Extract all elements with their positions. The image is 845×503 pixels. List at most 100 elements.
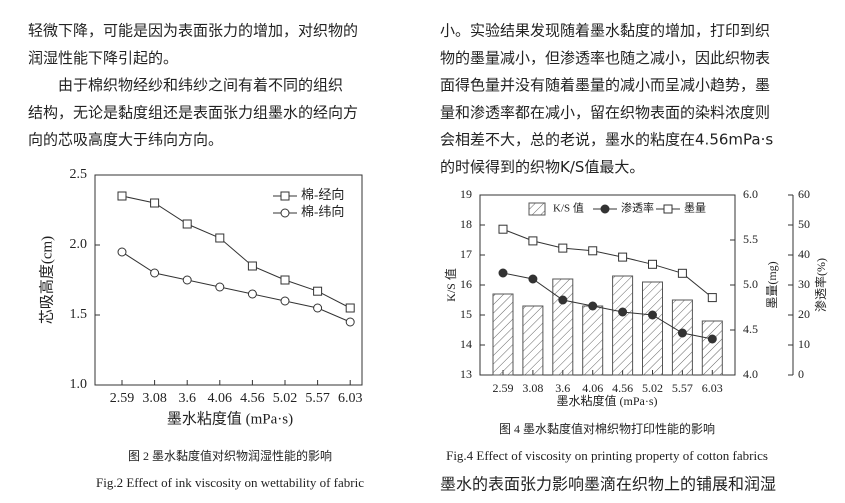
y3-tick-label: 60 bbox=[798, 187, 810, 201]
legend-marker bbox=[280, 191, 290, 201]
bar bbox=[642, 281, 663, 376]
point bbox=[117, 191, 127, 201]
bar bbox=[552, 278, 574, 376]
series-line bbox=[502, 272, 713, 340]
y3-tick-label: 10 bbox=[798, 337, 810, 351]
point bbox=[618, 252, 628, 262]
point bbox=[677, 328, 687, 338]
x-tick-label: 3.6 bbox=[555, 381, 570, 395]
point bbox=[648, 310, 657, 320]
y3-tick-label: 20 bbox=[798, 307, 810, 321]
series-line bbox=[121, 195, 351, 309]
series-line bbox=[502, 228, 713, 298]
x-tick-label: 5.57 bbox=[305, 391, 330, 406]
point bbox=[280, 275, 290, 285]
y2-axis-title: 墨量(mg) bbox=[765, 261, 779, 308]
y2-tick-label: 4.0 bbox=[743, 367, 758, 381]
legend-label: 棉-纬向 bbox=[301, 204, 344, 219]
point bbox=[588, 246, 598, 256]
legend-label: 棉-经向 bbox=[301, 187, 344, 202]
y2-tick-label: 4.5 bbox=[743, 322, 758, 336]
y-axis-title: 芯吸高度(cm) bbox=[38, 236, 55, 324]
y-tick-label: 18 bbox=[460, 217, 472, 231]
y-tick-label: 13 bbox=[460, 367, 472, 381]
body-line: 润湿性能下降引起的。 bbox=[28, 49, 178, 67]
body-line: 的时候得到的织物K/S值最大。 bbox=[440, 158, 644, 176]
x-tick-label: 3.08 bbox=[142, 391, 167, 406]
body-line: 物的墨量减小，但渗透率也随之减小，因此织物表 bbox=[440, 49, 770, 67]
bottom-line: 墨水的表面张力影响墨滴在织物上的铺展和润湿 bbox=[440, 475, 776, 494]
body-line: 会相差不大，总的老说，墨水的粘度在4.56mPa·s bbox=[440, 131, 773, 149]
y3-tick-label: 0 bbox=[798, 367, 804, 381]
y-tick-label: 16 bbox=[460, 277, 472, 291]
point bbox=[528, 274, 538, 284]
body-line: 结构，无论是黏度组还是表面张力组墨水的经向方 bbox=[28, 103, 358, 121]
bar bbox=[582, 305, 604, 376]
y2-tick-label: 5.5 bbox=[743, 232, 758, 246]
point bbox=[247, 289, 257, 299]
y-tick-label: 19 bbox=[460, 187, 472, 201]
x-tick-label: 4.06 bbox=[582, 381, 603, 395]
legend-label: K/S 值 bbox=[553, 202, 584, 215]
bar bbox=[522, 305, 544, 376]
body-line: 由于棉织物经纱和纬纱之间有着不同的组织 bbox=[58, 76, 343, 94]
y3-tick-label: 30 bbox=[798, 277, 810, 291]
y3-tick-label: 50 bbox=[798, 217, 810, 231]
point bbox=[313, 303, 323, 313]
y2-tick-label: 6.0 bbox=[743, 187, 758, 201]
point bbox=[345, 303, 355, 313]
legend-marker bbox=[280, 208, 290, 218]
body-line: 轻微下降，可能是因为表面张力的增加，对织物的 bbox=[28, 22, 358, 40]
y-tick-label: 1.0 bbox=[70, 377, 88, 392]
y3-axis-title: 渗透率(%) bbox=[813, 258, 828, 312]
y-tick-label: 1.5 bbox=[70, 307, 88, 322]
caption-en: Fig.4 Effect of viscosity on printing pr… bbox=[446, 448, 768, 463]
x-tick-label: 5.02 bbox=[273, 391, 298, 406]
caption-cn: 图 2 墨水黏度值对织物润湿性能的影响 bbox=[128, 448, 332, 463]
point bbox=[280, 296, 290, 306]
y-tick-label: 14 bbox=[460, 337, 472, 351]
point bbox=[498, 224, 508, 234]
point bbox=[215, 233, 225, 243]
point bbox=[528, 236, 538, 246]
bar bbox=[612, 275, 634, 376]
x-tick-label: 2.59 bbox=[493, 381, 514, 395]
body-line: 向的芯吸高度大于纬向方向。 bbox=[28, 131, 223, 149]
point bbox=[150, 198, 160, 208]
y-tick-label: 17 bbox=[460, 247, 472, 261]
point bbox=[707, 334, 717, 344]
legend-swatch bbox=[528, 202, 546, 216]
body-line: 面得色量并没有随着墨量的减小而呈减小趋势，墨 bbox=[440, 76, 770, 94]
y2-tick-label: 5.0 bbox=[743, 277, 758, 291]
point bbox=[558, 295, 568, 305]
y-tick-label: 15 bbox=[460, 307, 472, 321]
point bbox=[117, 247, 127, 257]
plot-frame bbox=[94, 174, 363, 386]
point bbox=[558, 243, 568, 253]
x-axis-title: 墨水粘度值 (mPa·s) bbox=[167, 410, 293, 427]
legend-label: 墨量 bbox=[684, 202, 706, 215]
body-line: 小。实验结果发现随着墨水黏度的增加，打印到织 bbox=[440, 22, 770, 40]
point bbox=[150, 268, 160, 278]
x-tick-label: 3.08 bbox=[522, 381, 543, 395]
x-tick-label: 5.02 bbox=[642, 381, 663, 395]
x-tick-label: 5.57 bbox=[672, 381, 693, 395]
bar bbox=[492, 293, 514, 376]
point bbox=[215, 282, 225, 292]
caption-en: Fig.2 Effect of ink viscosity on wettabi… bbox=[96, 475, 364, 490]
x-tick-label: 6.03 bbox=[702, 381, 723, 395]
legend-marker bbox=[663, 204, 673, 214]
point bbox=[498, 268, 508, 278]
bar bbox=[701, 320, 723, 376]
point bbox=[707, 293, 717, 303]
y-tick-label: 2.5 bbox=[70, 167, 88, 182]
point bbox=[588, 301, 598, 311]
y-tick-label: 2.0 bbox=[70, 237, 88, 252]
body-line: 量和渗透率都在减小，留在织物表面的染料浓度则 bbox=[440, 103, 770, 121]
point bbox=[345, 317, 355, 327]
caption-cn: 图 4 墨水黏度值对棉织物打印性能的影响 bbox=[499, 421, 715, 436]
y-axis-title: K/S 值 bbox=[443, 268, 458, 302]
y3-tick-label: 40 bbox=[798, 247, 810, 261]
point bbox=[182, 219, 192, 229]
